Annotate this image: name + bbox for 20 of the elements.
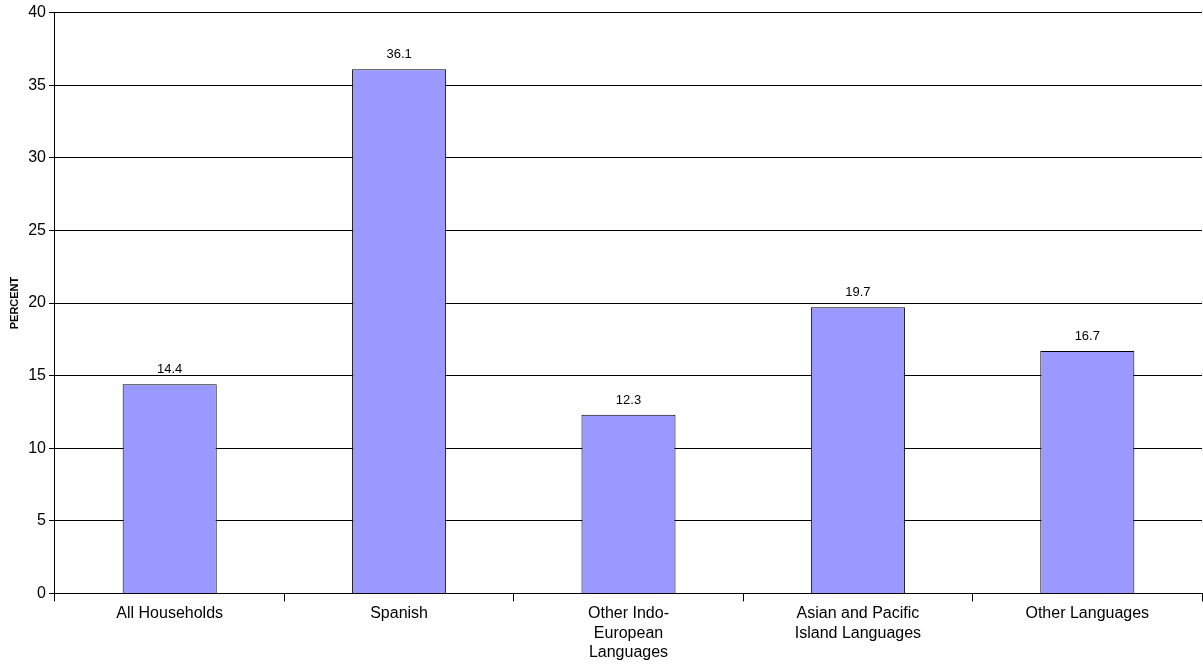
y-tick-label: 40 <box>28 3 47 21</box>
y-tick-label: 35 <box>28 75 47 93</box>
y-tick-label: 20 <box>28 293 47 311</box>
x-tick-label: Asian and Pacific Island Languages <box>794 604 922 641</box>
y-tick-label: 15 <box>28 366 47 384</box>
data-label: 16.7 <box>1074 327 1100 343</box>
x-tick-label: Other Languages <box>1025 604 1150 622</box>
y-tick-label: 25 <box>28 220 47 238</box>
y-axis-title: PERCENT <box>7 276 20 330</box>
y-tick-label: 0 <box>37 583 47 601</box>
x-tick-label: Spanish <box>370 604 429 622</box>
x-tick-label: Other Indo-European Languages <box>588 604 669 660</box>
data-label: 14.4 <box>157 361 183 377</box>
data-label: 36.1 <box>386 46 412 62</box>
data-label: 12.3 <box>615 391 642 407</box>
data-label: 19.7 <box>845 284 871 300</box>
x-tick-label: All Households <box>116 604 224 622</box>
y-tick-label: 5 <box>37 511 47 529</box>
y-tick-label: 10 <box>28 438 47 456</box>
y-tick-label: 30 <box>28 148 47 166</box>
